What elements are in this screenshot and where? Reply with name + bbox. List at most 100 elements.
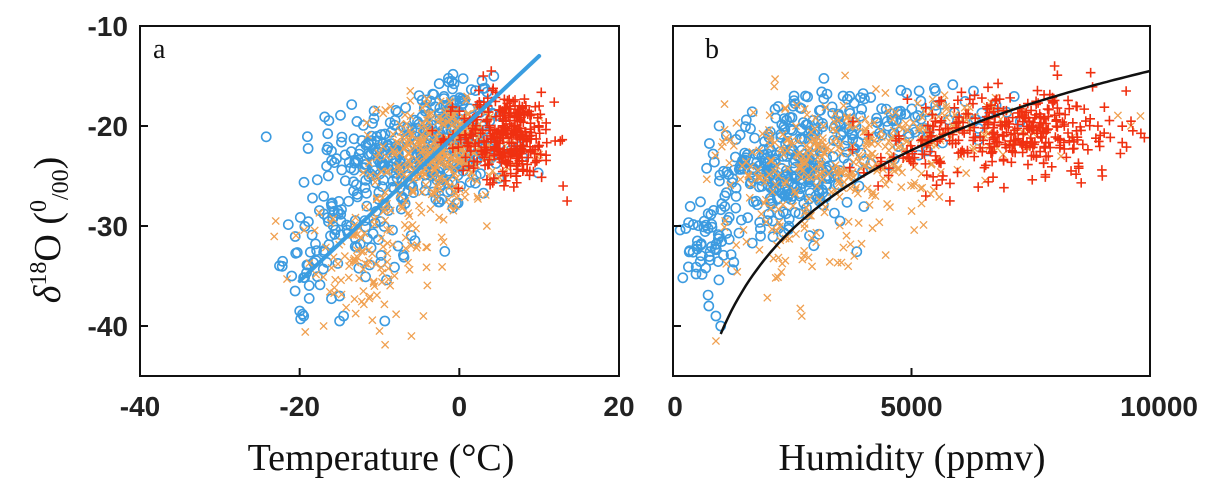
panel-b-point-x bbox=[835, 179, 844, 188]
panel-b-point-circle bbox=[740, 114, 752, 126]
panel-a-point-x bbox=[372, 153, 382, 162]
panel-a-point-x bbox=[357, 247, 366, 256]
panel-a-point-circle bbox=[384, 117, 396, 128]
panel-a-point-x bbox=[402, 163, 411, 172]
y-axis-title-sup2: 0 bbox=[26, 200, 52, 212]
panel-a-point-x bbox=[350, 294, 359, 304]
panel-b-point-circle bbox=[826, 101, 838, 113]
panel-a-point-x bbox=[374, 149, 383, 158]
panel-b-point-plus bbox=[992, 103, 1003, 114]
panel-b-point-circle bbox=[683, 217, 694, 228]
panel-b-point-x bbox=[857, 239, 866, 248]
panel-a-point-plus bbox=[512, 105, 523, 115]
panel-b-point-x bbox=[868, 188, 877, 197]
panel-a-point-plus bbox=[511, 112, 522, 123]
panel-b-point-x bbox=[744, 172, 753, 181]
panel-b-point-plus bbox=[953, 135, 964, 146]
panel-b-point-x bbox=[885, 203, 894, 212]
panel-b-point-plus bbox=[978, 135, 989, 146]
panel-b-y-ticks bbox=[673, 25, 681, 327]
panel-b-point-x bbox=[742, 237, 751, 246]
panel-b-point-plus bbox=[1051, 116, 1061, 127]
panel-a-point-x bbox=[378, 268, 387, 277]
panel-a-point-x bbox=[368, 316, 377, 325]
panel-b-point-plus bbox=[1054, 108, 1065, 119]
panel-a-point-plus bbox=[562, 196, 572, 206]
panel-b-point-x bbox=[828, 125, 838, 134]
panel-b-point-circle bbox=[683, 261, 694, 273]
panel-b-point-plus bbox=[921, 102, 931, 113]
panel-b-point-circle bbox=[755, 230, 766, 242]
panel-b-point-plus bbox=[1052, 103, 1063, 113]
panel-a-point-plus bbox=[496, 125, 506, 136]
panel-b-point-plus bbox=[989, 141, 1000, 152]
panel-b-point-x bbox=[910, 163, 919, 172]
panel-a-point-x bbox=[388, 145, 398, 154]
panel-a-point-x bbox=[386, 225, 395, 235]
panel-a-point-x bbox=[435, 113, 444, 122]
panel-b-point-plus bbox=[983, 82, 993, 93]
panel-a-point-x bbox=[383, 249, 392, 258]
panel-a-point-x bbox=[406, 86, 415, 95]
panel-b-point-x bbox=[831, 109, 840, 118]
panel-a-point-plus bbox=[489, 173, 499, 184]
panel-a-point-circle bbox=[302, 143, 314, 154]
panel-a-point-circle bbox=[442, 72, 454, 84]
panel-a-point-x bbox=[406, 129, 415, 138]
panel-b-point-x bbox=[906, 181, 916, 190]
panel-a-point-circle bbox=[323, 239, 335, 250]
panel-b-point-plus bbox=[986, 148, 996, 158]
panel-b-point-x bbox=[726, 181, 735, 190]
panel-b-point-circle bbox=[831, 170, 843, 181]
panel-a-point-x bbox=[426, 110, 435, 119]
panel-a-point-circle bbox=[303, 292, 315, 304]
panel-a-point-circle bbox=[368, 105, 380, 117]
panel-a-point-x bbox=[372, 195, 381, 204]
panel-a-point-x bbox=[345, 262, 354, 271]
panel-b-point-circle bbox=[730, 182, 742, 194]
panel-a-point-plus bbox=[530, 157, 540, 168]
panel-b-point-x bbox=[778, 200, 788, 209]
panel-a-point-circle bbox=[304, 246, 316, 258]
panel-b-point-x bbox=[814, 171, 824, 180]
panel-b-point-plus bbox=[1085, 67, 1096, 78]
panel-a-point-x bbox=[460, 193, 469, 202]
panel-b-point-plus bbox=[959, 128, 970, 138]
panel-a-point-circle bbox=[354, 144, 366, 156]
panel-b-point-x bbox=[875, 218, 884, 227]
panel-b-point-x bbox=[841, 71, 850, 80]
panel-b-point-x bbox=[842, 114, 851, 123]
panel-b-point-x bbox=[796, 304, 805, 313]
panel-b-point-x bbox=[803, 146, 812, 155]
panel-a-point-plus bbox=[525, 146, 536, 156]
panel-a-y-tick-label: -30 bbox=[88, 211, 128, 242]
panel-b-point-plus bbox=[949, 103, 960, 113]
panel-a-point-plus bbox=[535, 109, 546, 120]
panel-a-point-x bbox=[421, 180, 430, 190]
panel-b-point-circle bbox=[763, 131, 775, 143]
panel-b-point-plus bbox=[983, 177, 994, 187]
panel-a-point-x bbox=[438, 262, 447, 271]
panel-b-point-plus bbox=[927, 109, 938, 120]
panel-b-point-plus bbox=[973, 182, 984, 192]
panel-a-point-plus bbox=[509, 182, 519, 192]
panel-b-point-plus bbox=[970, 113, 981, 124]
panel-b-point-x bbox=[787, 140, 796, 150]
panel-b-point-plus bbox=[1079, 104, 1090, 114]
panel-b-point-plus bbox=[1023, 159, 1033, 170]
panel-b-point-plus bbox=[1039, 89, 1049, 100]
panel-a-point-plus bbox=[482, 116, 492, 126]
panel-a-point-circle bbox=[260, 131, 272, 143]
panel-b-point-circle bbox=[710, 310, 722, 322]
panel-b-point-plus bbox=[1061, 152, 1072, 163]
panel-a-point-x bbox=[432, 195, 441, 204]
panel-b-point-x bbox=[844, 217, 853, 226]
panel-a-point-x bbox=[363, 131, 372, 140]
panel-b-point-circle bbox=[733, 227, 745, 239]
panel-b-point-x bbox=[829, 164, 838, 173]
panel-a-point-circle bbox=[303, 280, 315, 291]
panel-a-point-x bbox=[362, 118, 371, 127]
panel-b-point-plus bbox=[983, 119, 993, 130]
panel-b-point-plus bbox=[1076, 178, 1086, 188]
panel-a-point-plus bbox=[511, 153, 521, 164]
